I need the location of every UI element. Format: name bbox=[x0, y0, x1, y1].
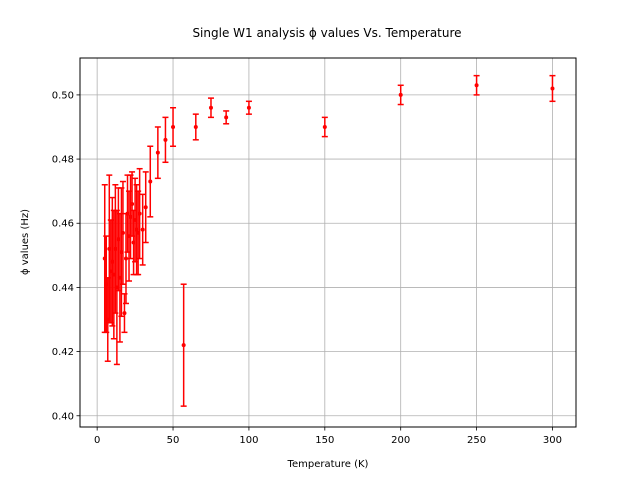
data-point bbox=[120, 230, 125, 235]
data-point bbox=[137, 211, 142, 216]
data-point bbox=[193, 124, 198, 129]
chart-title: Single W1 analysis ϕ values Vs. Temperat… bbox=[192, 26, 461, 40]
data-point bbox=[163, 137, 168, 142]
data-point bbox=[181, 343, 186, 348]
x-tick-label: 250 bbox=[467, 435, 486, 446]
y-tick-label: 0.44 bbox=[52, 283, 74, 294]
data-point bbox=[224, 115, 229, 120]
data-point bbox=[130, 201, 135, 206]
y-tick-label: 0.50 bbox=[52, 90, 74, 101]
x-tick-label: 200 bbox=[391, 435, 410, 446]
data-point bbox=[398, 92, 403, 97]
y-axis-label: ϕ values (Hz) bbox=[20, 209, 31, 275]
data-point bbox=[155, 150, 160, 155]
data-point bbox=[474, 83, 479, 88]
x-axis-label: Temperature (K) bbox=[287, 459, 369, 470]
data-point bbox=[550, 86, 555, 91]
x-tick-label: 100 bbox=[239, 435, 258, 446]
plot-frame bbox=[79, 57, 577, 428]
data-point bbox=[123, 256, 128, 261]
grid bbox=[80, 58, 576, 427]
data-point bbox=[148, 179, 153, 184]
data-point bbox=[122, 311, 127, 316]
data-point bbox=[143, 205, 148, 210]
data-point bbox=[140, 227, 145, 232]
data-point bbox=[322, 124, 327, 129]
y-tick-label: 0.40 bbox=[52, 411, 74, 422]
y-tick-label: 0.46 bbox=[52, 219, 74, 230]
data-point bbox=[171, 124, 176, 129]
data-point bbox=[208, 105, 213, 110]
data-layer bbox=[101, 74, 556, 407]
data-point bbox=[246, 105, 251, 110]
x-tick-label: 300 bbox=[543, 435, 562, 446]
x-tick-label: 0 bbox=[94, 435, 100, 446]
y-tick-label: 0.42 bbox=[52, 347, 74, 358]
axes: 0 50 100 150 200 250 300 0.40 0.42 0.44 0.46 0.48 0.… bbox=[52, 90, 562, 446]
x-tick-label: 50 bbox=[167, 435, 180, 446]
y-tick-label: 0.48 bbox=[52, 155, 74, 166]
x-tick-label: 150 bbox=[315, 435, 334, 446]
